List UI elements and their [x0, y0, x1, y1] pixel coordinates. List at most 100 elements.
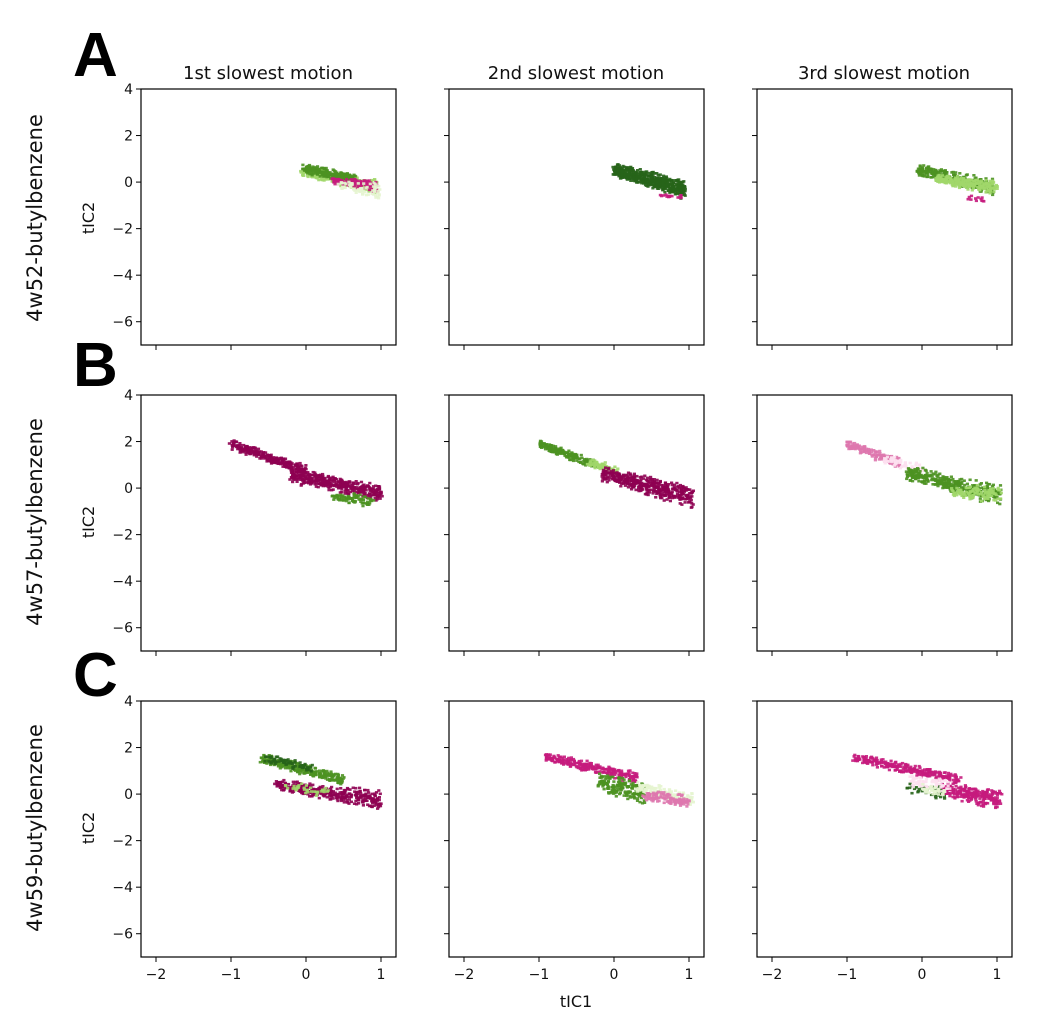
y-tick-label: 2: [124, 435, 133, 451]
data-point: [596, 770, 600, 774]
data-point: [258, 760, 262, 764]
data-point: [586, 461, 590, 464]
data-point: [357, 798, 361, 802]
data-point: [350, 497, 354, 500]
data-point: [358, 493, 362, 497]
data-point: [290, 762, 294, 765]
data-point: [332, 793, 336, 796]
data-point: [343, 175, 347, 178]
data-point: [976, 179, 980, 183]
data-point: [373, 491, 377, 495]
data-point: [664, 193, 668, 196]
data-point: [303, 466, 307, 470]
data-point: [986, 189, 991, 192]
data-point: [963, 179, 968, 183]
data-point: [352, 188, 356, 191]
data-point: [931, 472, 935, 475]
data-point: [321, 472, 325, 476]
data-point: [375, 496, 379, 499]
data-point: [313, 792, 317, 796]
data-point: [314, 770, 318, 774]
data-point: [331, 475, 335, 479]
data-point: [227, 442, 231, 445]
data-point: [647, 488, 651, 491]
data-point: [966, 197, 970, 201]
y-tick-label: −6: [112, 315, 133, 331]
data-point: [317, 482, 321, 486]
data-point: [321, 785, 325, 788]
data-point: [291, 780, 295, 784]
data-point: [860, 451, 864, 454]
data-point: [679, 488, 683, 492]
data-point: [560, 759, 564, 762]
data-point: [567, 454, 571, 457]
data-point: [585, 462, 589, 466]
data-point: [922, 164, 926, 167]
data-point: [302, 481, 307, 485]
data-point: [999, 491, 1003, 495]
data-point: [340, 774, 345, 777]
data-point: [655, 492, 659, 496]
data-point: [354, 182, 359, 186]
data-point: [335, 485, 339, 488]
data-point: [373, 496, 377, 500]
data-point: [655, 184, 659, 187]
data-point: [673, 495, 677, 498]
data-point: [956, 480, 960, 483]
data-point: [864, 451, 868, 455]
data-point: [679, 188, 683, 192]
data-point: [850, 445, 854, 448]
data-point: [238, 451, 242, 454]
data-point: [885, 460, 889, 463]
data-point: [244, 453, 248, 456]
data-point: [301, 479, 305, 482]
data-point: [340, 796, 344, 799]
data-point: [363, 179, 367, 183]
data-point: [613, 166, 617, 169]
data-point: [301, 171, 305, 175]
data-point: [620, 169, 624, 173]
data-point: [629, 777, 633, 780]
data-point: [307, 163, 312, 167]
data-point: [616, 467, 620, 471]
data-point: [654, 182, 658, 186]
data-point: [378, 804, 383, 808]
data-point: [618, 480, 622, 484]
data-point: [339, 495, 343, 498]
data-point: [298, 461, 302, 465]
data-point: [377, 184, 381, 188]
data-point: [311, 165, 315, 168]
data-point: [974, 488, 979, 492]
data-point: [632, 472, 636, 476]
data-point: [354, 799, 358, 803]
data-point: [964, 173, 968, 177]
data-point: [655, 172, 659, 175]
data-point: [600, 479, 604, 483]
data-point: [931, 173, 936, 176]
data-point: [579, 759, 584, 763]
data-point: [990, 485, 995, 488]
data-point: [547, 448, 551, 452]
data-point: [277, 763, 281, 767]
data-point: [985, 481, 989, 485]
data-point: [624, 775, 628, 779]
data-point: [979, 179, 983, 183]
data-point: [377, 798, 381, 802]
data-point: [565, 451, 569, 455]
data-point: [647, 480, 652, 484]
data-point: [679, 194, 683, 197]
data-point: [316, 474, 320, 478]
data-point: [922, 173, 926, 176]
data-point: [677, 191, 681, 195]
data-point: [315, 479, 319, 483]
data-point: [371, 801, 375, 805]
data-point: [331, 484, 335, 487]
data-point: [607, 479, 611, 482]
data-point: [921, 469, 925, 473]
data-point: [583, 458, 587, 461]
data-point: [975, 484, 979, 487]
data-point: [656, 483, 660, 487]
data-point: [606, 476, 610, 480]
data-point: [551, 444, 555, 448]
data-point: [630, 171, 634, 175]
